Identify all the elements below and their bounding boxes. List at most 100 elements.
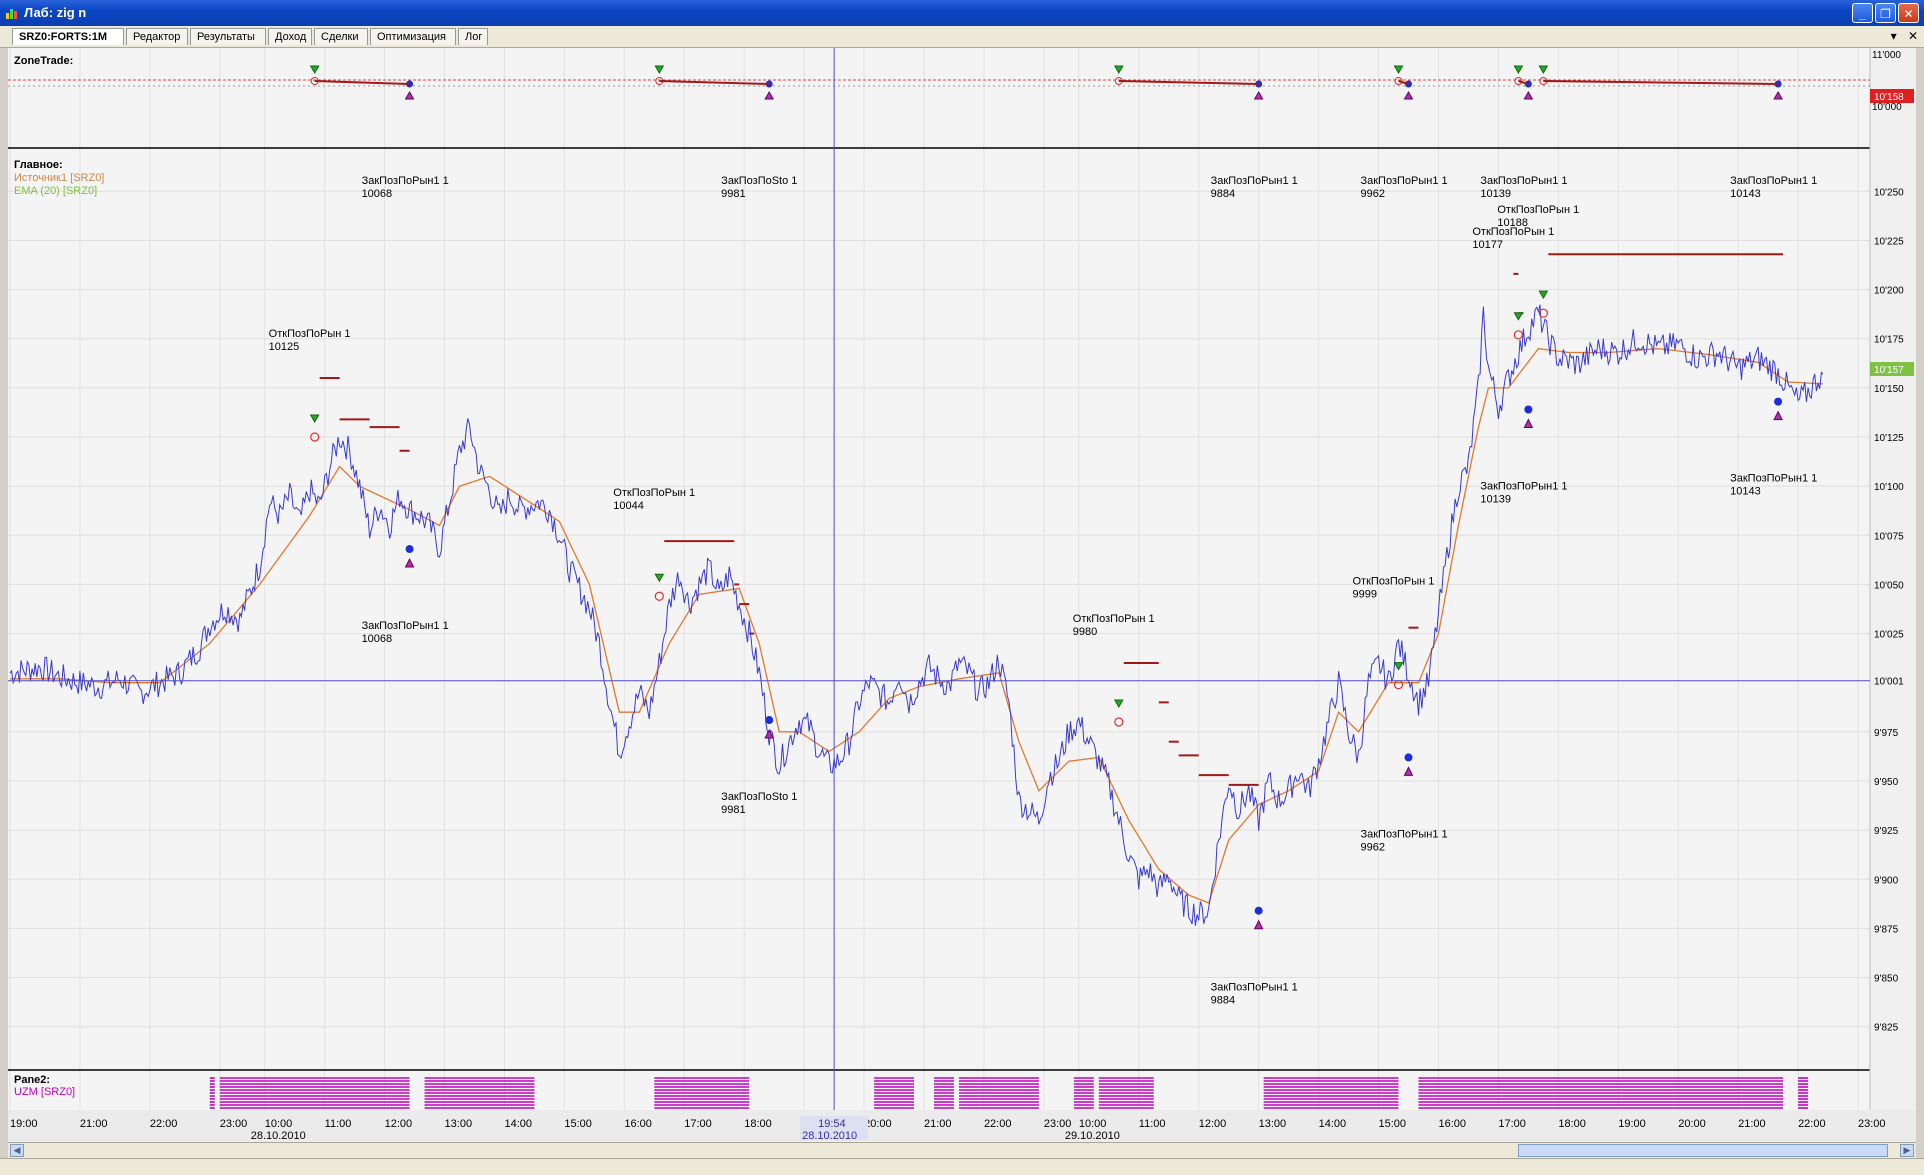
trade-markers <box>309 290 1783 930</box>
zone-entry-arrow-icon <box>1513 65 1524 75</box>
time-tick-label: 22:00 <box>150 1118 178 1130</box>
exit-arrow-icon <box>1403 766 1414 776</box>
time-axis-bg <box>8 1110 1916 1142</box>
top-exit-label: ЗакПозПоРын1 1 <box>362 175 449 187</box>
zone-exit-arrow-icon <box>1773 90 1783 100</box>
zone-trade-line <box>1398 80 1409 85</box>
exit-value: 10143 <box>1730 486 1761 498</box>
zone-trade-line <box>1118 80 1259 85</box>
legend-source: Источник1 [SRZ0] <box>14 172 104 184</box>
tab-editor[interactable]: Редактор <box>126 28 188 45</box>
tab-deals[interactable]: Сделки <box>314 28 368 45</box>
time-tick-label: 18:00 <box>744 1118 772 1130</box>
zonetrade-series <box>8 65 1870 100</box>
entry-arrow-icon <box>654 573 665 583</box>
exit-value: 9884 <box>1211 995 1235 1007</box>
time-tick-label: 15:00 <box>564 1118 592 1130</box>
entry-circle <box>654 591 664 601</box>
time-tick-label: 11:00 <box>1139 1118 1166 1130</box>
time-tick-label: 19:00 <box>10 1118 38 1130</box>
uzm-bars <box>209 1077 1809 1109</box>
top-exit-label: ЗакПозПоРын1 1 <box>1480 175 1567 187</box>
time-tick-label: 16:00 <box>624 1118 652 1130</box>
exit-dot <box>765 716 774 725</box>
tab-menu-icon[interactable]: ▾ <box>1890 29 1897 43</box>
entry-value: 9999 <box>1353 589 1377 601</box>
exit-arrow-icon <box>404 557 415 568</box>
time-tick-label: 16:00 <box>1438 1118 1466 1130</box>
time-tick-label: 23:00 <box>1858 1118 1886 1130</box>
window-title: Лаб: zig n <box>24 5 87 20</box>
minimize-button[interactable]: _ <box>1852 3 1873 23</box>
stop-levels <box>319 253 1784 786</box>
top-exit-value: 10068 <box>362 188 393 200</box>
top-exit-label: ЗакПозПоРын1 1 <box>1730 175 1817 187</box>
zonetrade-title: ZoneTrade: <box>14 55 73 67</box>
close-button[interactable]: ✕ <box>1898 3 1919 23</box>
exit-dot <box>1524 405 1533 414</box>
tab-optimization[interactable]: Оптимизация <box>370 28 456 45</box>
zone-entry-circle <box>1514 77 1523 85</box>
entry-arrow-icon <box>1538 290 1549 300</box>
ema-polyline <box>10 347 1824 904</box>
zone-entry-circle <box>1394 77 1403 85</box>
exit-value: 10068 <box>362 633 393 645</box>
date-tick-label: 28.10.2010 <box>251 1130 306 1142</box>
entry-label: ОткПозПоРын 1 <box>1497 204 1579 216</box>
entry-arrow-icon <box>1113 699 1124 709</box>
time-tick-label: 20:00 <box>1678 1118 1706 1130</box>
zone-exit-arrow-icon <box>1403 90 1414 100</box>
exit-value: 10139 <box>1480 493 1511 505</box>
entry-value: 10188 <box>1497 217 1528 229</box>
time-tick-label: 13:00 <box>1259 1118 1287 1130</box>
date-tick-label: 29.10.2010 <box>1065 1130 1120 1142</box>
top-exit-label: ЗакПозПоSto 1 <box>721 175 797 187</box>
tab-income[interactable]: Доход <box>268 28 312 45</box>
entry-circle <box>1538 308 1548 318</box>
price-tick-label: 9'850 <box>1874 974 1899 985</box>
entry-value: 10044 <box>613 500 644 512</box>
time-tick-label: 10:00 <box>265 1118 293 1130</box>
restore-button[interactable]: ❐ <box>1875 3 1896 23</box>
price-axis-bg <box>1870 48 1916 1118</box>
entry-value: 10125 <box>269 341 300 353</box>
zone-exit-arrow-icon <box>1523 90 1534 100</box>
time-tick-label: 22:00 <box>984 1118 1012 1130</box>
scroll-left-icon[interactable]: ◀ <box>10 1144 24 1157</box>
horizontal-scrollbar[interactable]: ◀ ▶ <box>8 1142 1916 1159</box>
time-tick-label: 14:00 <box>1319 1118 1347 1130</box>
exit-label: ЗакПозПоРын1 1 <box>1730 473 1817 485</box>
tab-log[interactable]: Лог <box>458 28 488 45</box>
zone-entry-arrow-icon <box>1113 65 1124 75</box>
zone-entry-arrow-icon <box>1393 65 1404 75</box>
zone-exit-arrow-icon <box>404 90 415 100</box>
time-tick-label: 21:00 <box>80 1118 108 1130</box>
chart-area[interactable]: ZoneTrade: 11'000 10'000 10'158 Главное:… <box>8 48 1916 1142</box>
last-price-badge <box>1870 362 1914 376</box>
time-tick-label: 13:00 <box>445 1118 473 1130</box>
exit-dot <box>1774 397 1783 406</box>
chart-app-icon <box>6 9 17 19</box>
zone-last-value: 10'158 <box>1874 92 1904 103</box>
exit-label: ЗакПозПоРын1 1 <box>1480 480 1567 492</box>
scroll-right-icon[interactable]: ▶ <box>1900 1144 1914 1157</box>
top-exit-label: ЗакПозПоРын1 1 <box>1211 175 1298 187</box>
tab-results[interactable]: Результаты <box>190 28 266 45</box>
tab-close-icon[interactable]: ✕ <box>1907 29 1918 43</box>
title-bar: Лаб: zig n _ ❐ ✕ <box>0 0 1924 26</box>
time-tick-label: 18:00 <box>1558 1118 1586 1130</box>
price-tick-label: 10'001 <box>1874 677 1904 688</box>
top-exit-value: 9962 <box>1360 188 1384 200</box>
cursor-time-badge <box>800 1116 869 1140</box>
exit-value: 9981 <box>721 804 745 816</box>
entry-label: ОткПозПоРын 1 <box>613 487 695 499</box>
tab-chart[interactable]: SRZ0:FORTS:1M <box>12 28 124 45</box>
entry-label: ОткПозПоРын 1 <box>1472 226 1554 238</box>
scroll-thumb[interactable] <box>1518 1144 1888 1157</box>
exit-label: ЗакПозПоSto 1 <box>721 791 797 803</box>
time-tick-label: 15:00 <box>1379 1118 1407 1130</box>
entry-label: ОткПозПоРын 1 <box>1353 576 1435 588</box>
zone-trade-line <box>314 80 410 85</box>
